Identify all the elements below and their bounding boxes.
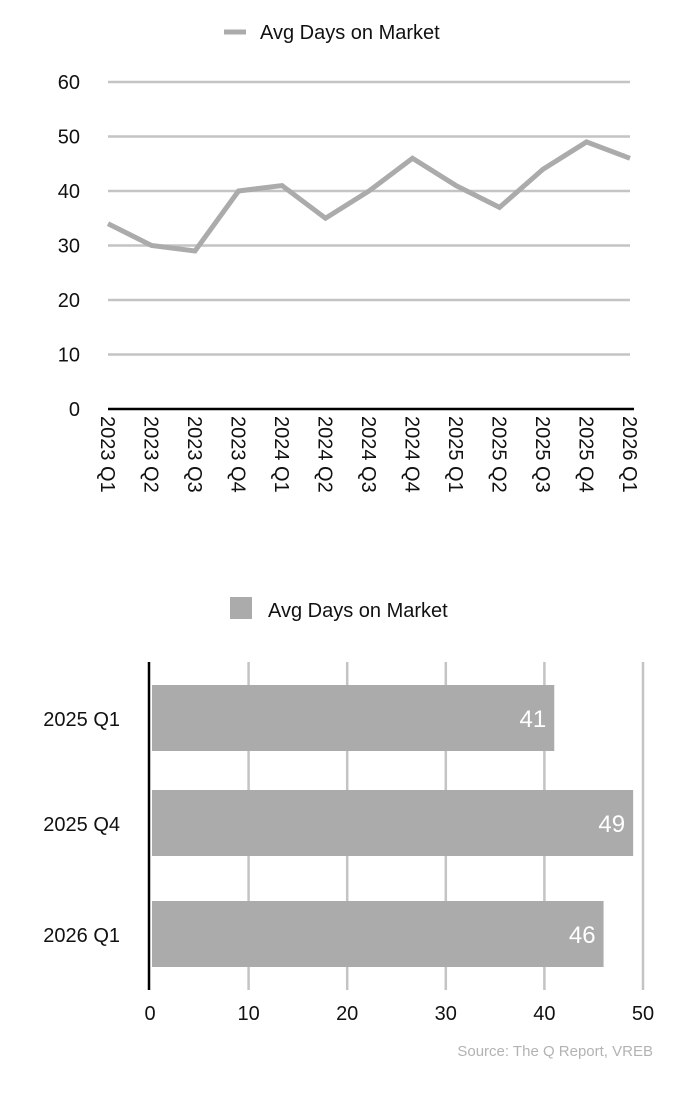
bar-x-tick-label: 50 (632, 1003, 654, 1025)
bar-x-tick-label: 30 (435, 1003, 457, 1025)
line-x-tick-label: 2025 Q4 (575, 416, 597, 493)
line-x-tick-label: 2025 Q1 (444, 416, 466, 493)
line-y-tick-label: 40 (58, 181, 80, 203)
bar-x-tick-label: 20 (336, 1003, 358, 1025)
bar (152, 685, 555, 751)
line-series (106, 139, 631, 254)
line-x-tick-label: 2024 Q4 (401, 416, 423, 493)
bar-y-tick-label: 2025 Q4 (43, 814, 120, 836)
line-y-tick-label: 20 (58, 290, 80, 312)
bar-y-tick-label: 2026 Q1 (43, 925, 120, 947)
bar-data-label: 41 (520, 706, 547, 733)
line-legend-label: Avg Days on Market (260, 22, 440, 44)
bar (152, 901, 604, 967)
bar-legend-swatch (230, 597, 252, 619)
line-x-tick-label: 2025 Q3 (531, 416, 553, 493)
bar-legend-label: Avg Days on Market (268, 600, 448, 622)
bar-x-tick-label: 0 (144, 1003, 155, 1025)
line-y-tick-label: 10 (58, 345, 80, 367)
line-x-tick-label: 2025 Q2 (488, 416, 510, 493)
line-x-tick-label: 2023 Q4 (227, 416, 249, 493)
line-x-tick-label: 2026 Q1 (618, 416, 640, 493)
bar (152, 790, 634, 856)
bar-x-tick-label: 40 (533, 1003, 555, 1025)
line-y-tick-label: 50 (58, 127, 80, 149)
bar-data-label: 46 (569, 922, 596, 949)
line-y-tick-label: 0 (69, 399, 80, 421)
line-y-tick-label: 30 (58, 236, 80, 258)
bar-data-label: 49 (598, 811, 625, 838)
line-y-tick-label: 60 (58, 72, 80, 94)
line-x-tick-label: 2024 Q3 (357, 416, 379, 493)
line-x-tick-label: 2023 Q1 (96, 416, 118, 493)
bar-x-tick-label: 10 (237, 1003, 259, 1025)
source-note: Source: The Q Report, VREB (457, 1043, 653, 1060)
line-x-tick-label: 2023 Q2 (140, 416, 162, 493)
line-x-tick-label: 2023 Q3 (183, 416, 205, 493)
line-x-tick-label: 2024 Q2 (314, 416, 336, 493)
bar-y-tick-label: 2025 Q1 (43, 709, 120, 731)
line-x-tick-label: 2024 Q1 (270, 416, 292, 493)
